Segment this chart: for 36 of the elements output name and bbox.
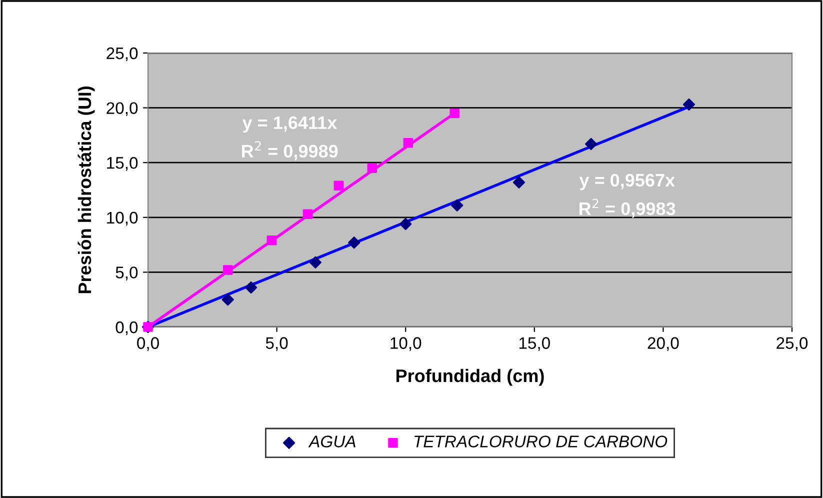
point [682,98,696,111]
point [222,294,234,306]
point [450,108,460,118]
point [451,199,464,212]
annotation: y = 0,9567x [579,174,675,190]
point [400,218,412,230]
point [512,176,526,188]
x-tick-label: 0,0 [137,337,159,351]
y-tick-label: 5,0 [116,266,138,280]
point [222,265,233,275]
annotation: R$^{2}$ = 0,9989 [242,141,338,160]
y-tick-label: 25,0 [106,47,138,62]
point [309,256,322,268]
point [403,138,414,148]
x-tick-label: 25,0 [776,337,808,351]
legend-label: TETRACLORURO DE CARBONO [414,436,668,448]
legend-label: AGUA [308,436,356,448]
point [585,138,598,150]
point [334,180,344,190]
point [266,236,277,246]
x-axis-title: Profundidad (cm) [396,368,544,386]
x-tick-label: 5,0 [266,337,288,351]
x-tick-label: 15,0 [519,337,550,351]
point [302,209,313,219]
y-tick-label: 15,0 [107,157,138,171]
point [348,236,360,249]
x-tick-label: 20,0 [648,337,679,351]
y-tick-label: 0,0 [116,321,138,336]
y-axis-title: Presión hidrostática (UI) [78,86,95,294]
point [367,163,377,173]
y-tick-label: 10,0 [107,212,138,226]
x-tick-label: 10,0 [390,337,422,351]
point [244,281,258,294]
annotation: y = 1,6411x [242,116,337,133]
annotation: R$^{2}$ = 0,9983 [580,198,676,218]
y-tick-label: 20,0 [106,102,138,116]
